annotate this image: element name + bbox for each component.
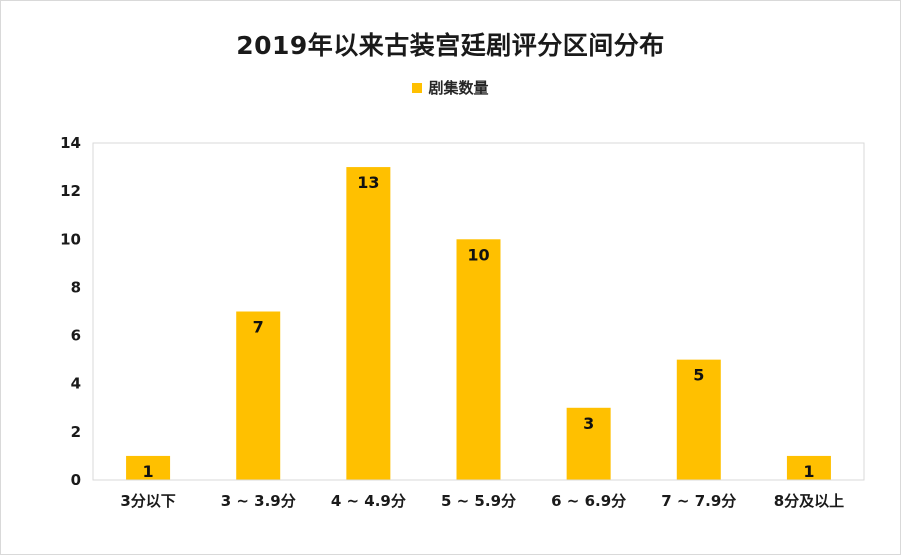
y-tick-label: 2 xyxy=(71,423,81,441)
x-tick-label: 6 ~ 6.9分 xyxy=(551,492,626,510)
plot-area xyxy=(92,142,865,481)
legend: 剧集数量 xyxy=(0,77,901,98)
y-tick-label: 10 xyxy=(60,230,81,248)
x-tick-label: 5 ~ 5.9分 xyxy=(441,492,516,510)
bar-data-label: 3 xyxy=(583,414,594,433)
y-axis: 0 2 4 6 8 10 12 14 xyxy=(60,134,865,489)
bar-data-label: 10 xyxy=(467,245,489,264)
bar xyxy=(566,407,611,480)
y-tick-label: 0 xyxy=(71,471,81,489)
bar-data-label: 7 xyxy=(253,318,264,337)
x-tick-label: 7 ~ 7.9分 xyxy=(661,492,736,510)
bar xyxy=(236,311,281,480)
legend-swatch xyxy=(412,82,423,93)
x-axis: 3分以下 3 ~ 3.9分 4 ~ 4.9分 5 ~ 5.9分 6 ~ 6.9分 7 ~ … xyxy=(120,492,844,510)
data-labels-layer: 1 7 13 10 3 5 1 xyxy=(143,173,815,481)
bar-data-label: 1 xyxy=(803,462,814,481)
bars-layer xyxy=(126,167,831,481)
bar-data-label: 13 xyxy=(357,173,379,192)
bar xyxy=(456,239,501,480)
x-tick-label: 4 ~ 4.9分 xyxy=(331,492,406,510)
x-tick-label: 8分及以上 xyxy=(774,492,844,510)
y-tick-label: 6 xyxy=(71,327,81,345)
y-tick-label: 12 xyxy=(60,182,81,200)
x-tick-label: 3 ~ 3.9分 xyxy=(221,492,296,510)
chart-title: 2019年以来古装宫廷剧评分区间分布 xyxy=(236,31,665,60)
bar xyxy=(346,167,391,481)
legend-label: 剧集数量 xyxy=(428,79,489,97)
bar xyxy=(126,455,171,480)
y-tick-label: 4 xyxy=(71,375,81,393)
y-tick-label: 14 xyxy=(60,134,81,152)
y-tick-label: 8 xyxy=(71,278,81,296)
bar xyxy=(676,359,721,480)
bar xyxy=(786,455,831,480)
bar-data-label: 5 xyxy=(693,366,704,385)
x-tick-label: 3分以下 xyxy=(120,492,175,510)
bar-data-label: 1 xyxy=(143,462,154,481)
